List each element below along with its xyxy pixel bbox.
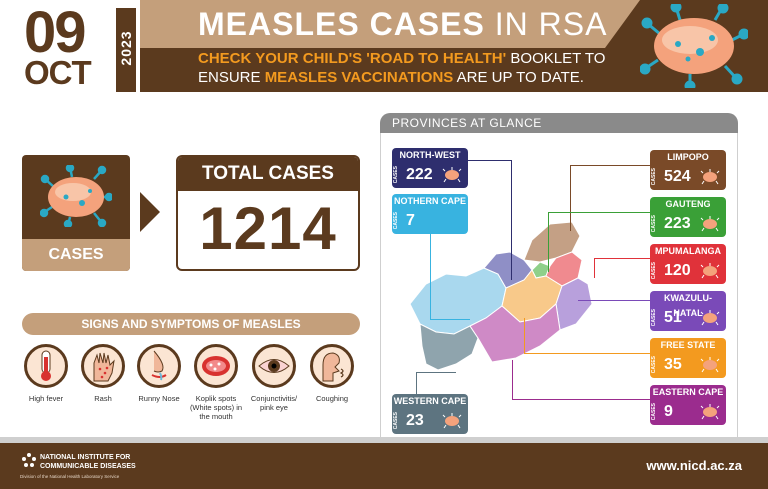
province-card-limpopo: LIMPOPO CASES 524 [650,150,726,190]
hand-rash-icon [81,344,125,388]
symptom-conjunctivitis: Conjunctivitis/ pink eye [246,344,302,412]
cases-card: CASES [22,155,130,271]
org-name: NATIONAL INSTITUTE FOR COMMUNICABLE DISE… [40,454,136,470]
province-card-northern-cape: NOTHERN CAPE CASES 7 [392,194,468,234]
connector-line [548,212,650,272]
connector-line [416,372,456,402]
date-block: 09 OCT [0,0,116,92]
arrow-right-icon [140,192,160,232]
symptom-rash: Rash [75,344,131,403]
connector-line [578,300,650,312]
total-cases-card: TOTAL CASES 1214 [176,155,360,271]
virus-icon [442,167,462,183]
footer: NATIONAL INSTITUTE FOR COMMUNICABLE DISE… [0,443,768,489]
symptom-high-fever: High fever [18,344,74,403]
total-cases-label: TOTAL CASES [178,157,358,191]
provinces-heading: PROVINCES AT GLANCE [380,113,738,133]
header-banner: MEASLES CASES IN RSA CHECK YOUR CHILD'S … [140,0,768,92]
cases-label: CASES [22,239,130,271]
connector-line [430,230,470,320]
connector-line [524,318,650,354]
connector-line [468,160,512,280]
provinces-panel [380,133,738,438]
date-year: 2023 [118,30,134,66]
mouth-icon [194,344,238,388]
virus-icon [700,216,720,232]
date-day: 09 [24,0,86,65]
header-subtitle-line2: ENSURE MEASLES VACCINATIONS ARE UP TO DA… [198,69,584,86]
province-card-gauteng: GAUTENG CASES 223 [650,197,726,237]
eye-icon [252,344,296,388]
connector-line [512,360,650,400]
virus-icon [640,4,748,88]
province-card-free-state: FREE STATE CASES 35 [650,338,726,378]
thermometer-icon [24,344,68,388]
virus-icon [700,404,720,420]
symptoms-heading: SIGNS AND SYMPTOMS OF MEASLES [22,313,360,335]
total-cases-value: 1214 [199,195,337,262]
map-western-cape [419,323,479,371]
symptom-koplik-spots: Koplik spots (White spots) in the mouth [188,344,244,421]
south-africa-map [409,221,593,371]
org-division: Division of the National Health Laborato… [20,474,120,479]
coughing-icon [310,344,354,388]
virus-icon [700,357,720,373]
map-limpopo [523,221,581,263]
footer-divider [0,437,768,443]
virus-icon [700,263,720,279]
website-url[interactable]: www.nicd.ac.za [646,458,742,473]
connector-line [570,165,650,231]
province-card-mpumalanga: MPUMALANGA CASES 120 [650,244,726,284]
province-card-western-cape: WESTERN CAPE CASES 23 [392,394,468,434]
year-band [116,8,136,92]
virus-icon [700,310,720,326]
symptom-runny-nose: Runny Nose [131,344,187,403]
runny-nose-icon [137,344,181,388]
virus-icon [700,169,720,185]
symptom-coughing: Coughing [304,344,360,403]
connector-line [594,258,650,278]
date-month: OCT [24,54,92,91]
page-title: MEASLES CASES IN RSA [198,6,608,42]
virus-icon [442,413,462,429]
header-subtitle-line1: CHECK YOUR CHILD'S 'ROAD TO HEALTH' BOOK… [198,50,606,67]
province-card-kwazulu-natal: KWAZULU-NATAL CASES 51 [650,291,726,331]
map-eastern-cape [469,303,561,363]
virus-icon [40,165,112,227]
province-card-north-west: NORTH-WEST CASES 222 [392,148,468,188]
nicd-logo-icon [22,453,36,467]
province-card-eastern-cape: EASTERN CAPE CASES 9 [650,385,726,425]
